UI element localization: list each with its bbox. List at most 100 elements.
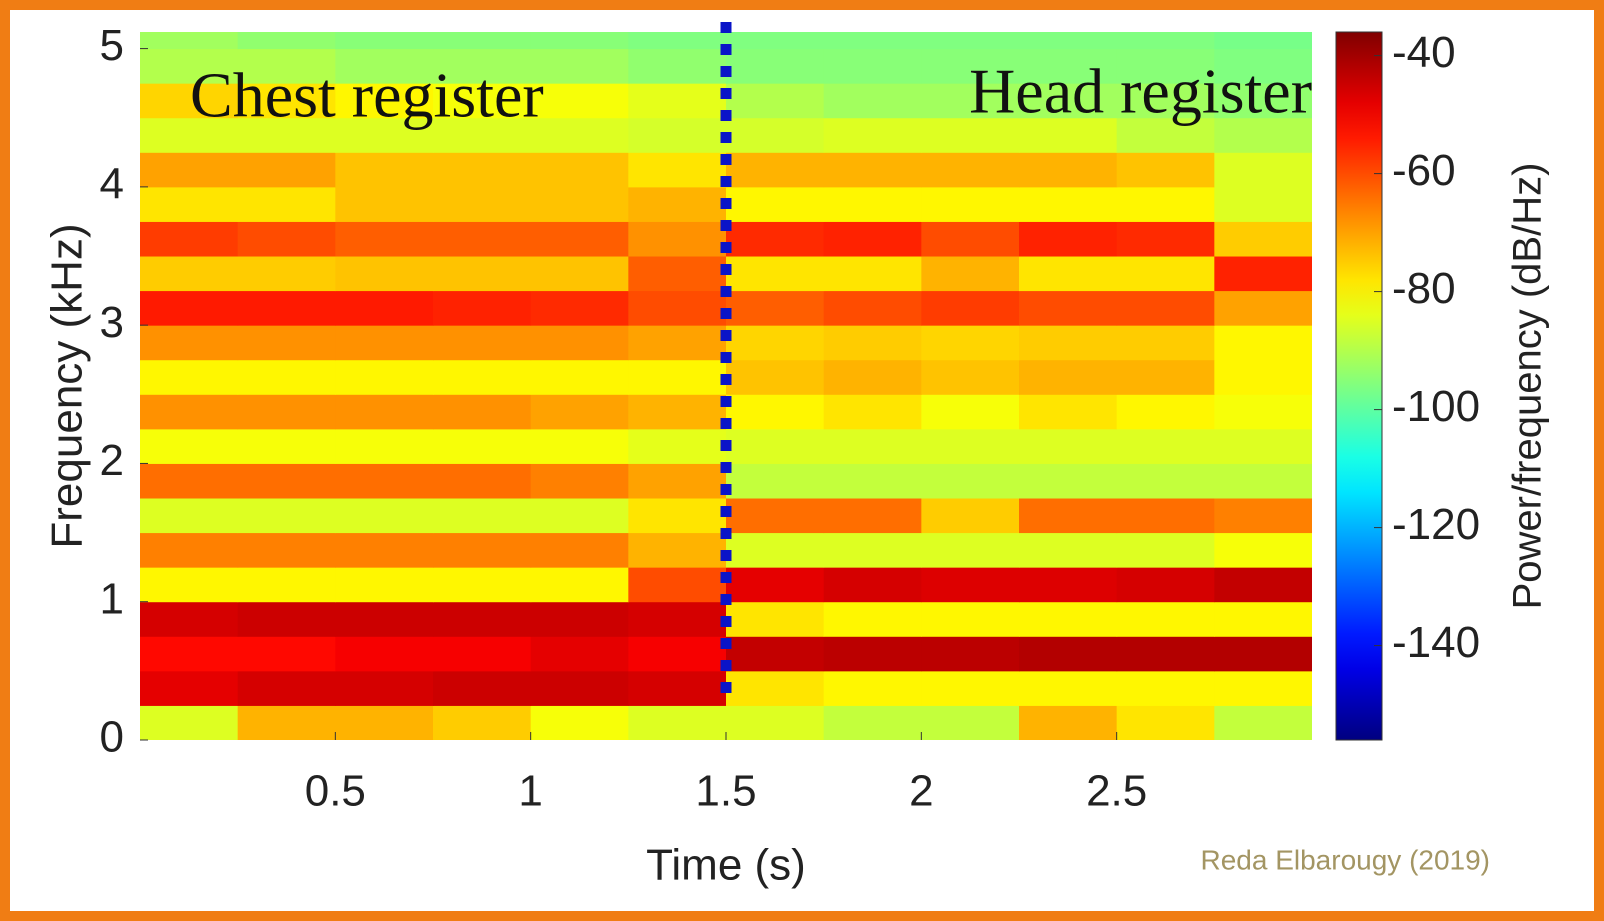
cell bbox=[433, 601, 532, 637]
cell bbox=[1116, 290, 1215, 326]
cell bbox=[237, 221, 336, 257]
cell bbox=[726, 428, 825, 464]
cell bbox=[335, 117, 434, 153]
cell bbox=[1116, 428, 1215, 464]
cell bbox=[628, 290, 727, 326]
cell bbox=[1214, 152, 1312, 188]
cell bbox=[628, 636, 727, 672]
cell bbox=[1116, 532, 1215, 568]
cell bbox=[530, 117, 629, 153]
cell bbox=[335, 705, 434, 740]
cell bbox=[628, 325, 727, 361]
x-tick-label: 0.5 bbox=[305, 767, 366, 816]
cell bbox=[726, 705, 825, 740]
cell bbox=[237, 567, 336, 603]
cell bbox=[823, 601, 922, 637]
cell bbox=[921, 359, 1020, 395]
cell bbox=[530, 152, 629, 188]
cell bbox=[921, 83, 1020, 119]
cell bbox=[726, 117, 825, 153]
cell bbox=[140, 670, 239, 706]
cell bbox=[530, 394, 629, 430]
cell bbox=[1214, 601, 1312, 637]
cell bbox=[1019, 48, 1118, 84]
cell bbox=[1214, 359, 1312, 395]
credit: Reda Elbarougy (2019) bbox=[1200, 844, 1490, 875]
cell bbox=[530, 463, 629, 499]
cell bbox=[628, 83, 727, 119]
cell bbox=[1019, 463, 1118, 499]
cell bbox=[726, 152, 825, 188]
cell bbox=[1019, 394, 1118, 430]
cell bbox=[1116, 670, 1215, 706]
cell bbox=[726, 290, 825, 326]
cell bbox=[1214, 117, 1312, 153]
cell bbox=[823, 256, 922, 292]
cell bbox=[726, 186, 825, 222]
cell bbox=[530, 48, 629, 84]
x-tick-label: 2.5 bbox=[1086, 767, 1147, 816]
y-tick-label: 3 bbox=[100, 298, 124, 347]
cell bbox=[433, 359, 532, 395]
cell bbox=[335, 463, 434, 499]
cell bbox=[726, 221, 825, 257]
cell bbox=[628, 670, 727, 706]
cell bbox=[530, 532, 629, 568]
cell bbox=[237, 325, 336, 361]
cell bbox=[1116, 359, 1215, 395]
annotation: Head register bbox=[969, 56, 1312, 127]
cell bbox=[921, 221, 1020, 257]
cell bbox=[726, 394, 825, 430]
cell bbox=[921, 152, 1020, 188]
cell bbox=[921, 186, 1020, 222]
cell bbox=[726, 359, 825, 395]
cell bbox=[433, 532, 532, 568]
cell bbox=[726, 498, 825, 534]
cell bbox=[823, 567, 922, 603]
cell bbox=[237, 670, 336, 706]
cell bbox=[628, 532, 727, 568]
cell bbox=[921, 532, 1020, 568]
cell bbox=[726, 532, 825, 568]
cell bbox=[530, 221, 629, 257]
cell bbox=[823, 428, 922, 464]
cell bbox=[237, 117, 336, 153]
cell bbox=[140, 428, 239, 464]
cell bbox=[237, 463, 336, 499]
cell bbox=[921, 428, 1020, 464]
cell bbox=[823, 83, 922, 119]
cell bbox=[823, 290, 922, 326]
cell bbox=[726, 83, 825, 119]
cell bbox=[433, 567, 532, 603]
colorbar-tick-label: -60 bbox=[1392, 146, 1456, 195]
cell bbox=[1116, 463, 1215, 499]
cell bbox=[1116, 117, 1215, 153]
cell bbox=[530, 256, 629, 292]
cell bbox=[335, 83, 434, 119]
cell bbox=[530, 428, 629, 464]
cell bbox=[1116, 256, 1215, 292]
cell bbox=[140, 48, 239, 84]
y-tick-label: 4 bbox=[100, 160, 124, 209]
cell bbox=[1214, 670, 1312, 706]
cell bbox=[530, 186, 629, 222]
cell bbox=[1214, 636, 1312, 672]
cell bbox=[1214, 186, 1312, 222]
cell bbox=[823, 152, 922, 188]
cell bbox=[1214, 325, 1312, 361]
cell bbox=[140, 290, 239, 326]
cell bbox=[1019, 636, 1118, 672]
y-tick-label: 5 bbox=[100, 21, 124, 70]
cell bbox=[1116, 152, 1215, 188]
cell bbox=[628, 428, 727, 464]
cell bbox=[335, 186, 434, 222]
cell bbox=[530, 601, 629, 637]
cell bbox=[1019, 152, 1118, 188]
cell bbox=[628, 186, 727, 222]
cell bbox=[921, 32, 1020, 50]
cell bbox=[1116, 636, 1215, 672]
cell bbox=[1214, 48, 1312, 84]
cell bbox=[726, 601, 825, 637]
cell bbox=[921, 48, 1020, 84]
cell bbox=[1214, 394, 1312, 430]
